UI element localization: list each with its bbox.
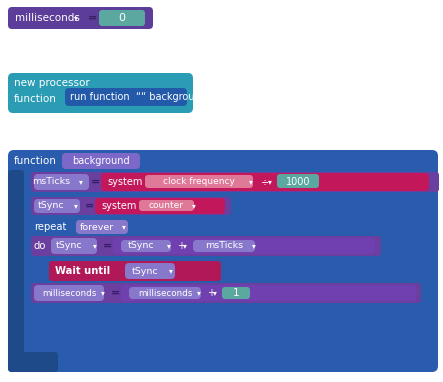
- Text: counter: counter: [148, 201, 183, 210]
- Text: =: =: [111, 288, 120, 298]
- Text: =: =: [103, 241, 112, 251]
- Text: ▾: ▾: [183, 241, 187, 251]
- FancyBboxPatch shape: [121, 240, 171, 252]
- Text: ▾: ▾: [252, 241, 256, 251]
- FancyBboxPatch shape: [49, 261, 221, 281]
- Text: +: +: [177, 241, 185, 251]
- FancyBboxPatch shape: [31, 283, 421, 303]
- Text: background: background: [72, 156, 130, 166]
- Text: ▾: ▾: [169, 267, 173, 275]
- Text: ▾: ▾: [79, 178, 83, 186]
- FancyBboxPatch shape: [31, 197, 231, 215]
- FancyBboxPatch shape: [101, 173, 429, 191]
- FancyBboxPatch shape: [76, 220, 128, 234]
- Text: ÷: ÷: [261, 177, 269, 187]
- FancyBboxPatch shape: [139, 200, 194, 211]
- Text: milliseconds: milliseconds: [138, 288, 192, 298]
- FancyBboxPatch shape: [62, 153, 140, 169]
- Text: milliseconds: milliseconds: [15, 13, 80, 23]
- Text: repeat: repeat: [34, 222, 66, 232]
- FancyBboxPatch shape: [125, 263, 175, 279]
- FancyBboxPatch shape: [113, 238, 375, 254]
- FancyBboxPatch shape: [145, 175, 253, 188]
- Text: =: =: [85, 201, 94, 211]
- Text: =: =: [88, 13, 97, 23]
- FancyBboxPatch shape: [129, 287, 201, 299]
- Text: do: do: [34, 241, 47, 251]
- Text: ▾: ▾: [197, 288, 201, 298]
- FancyBboxPatch shape: [99, 10, 145, 26]
- Text: function: function: [14, 156, 57, 166]
- FancyBboxPatch shape: [193, 240, 255, 252]
- Text: ▾: ▾: [213, 288, 217, 298]
- Text: run function  ““ background ””: run function ““ background ””: [70, 92, 220, 102]
- Text: tSync: tSync: [56, 241, 82, 251]
- FancyBboxPatch shape: [31, 236, 381, 256]
- Text: =: =: [91, 177, 100, 187]
- FancyBboxPatch shape: [65, 88, 187, 106]
- Text: tSync: tSync: [38, 201, 64, 210]
- Text: Wait until: Wait until: [55, 266, 110, 276]
- Text: system: system: [101, 201, 136, 211]
- FancyBboxPatch shape: [8, 170, 24, 362]
- FancyBboxPatch shape: [277, 174, 319, 188]
- FancyBboxPatch shape: [31, 172, 439, 192]
- Text: tSync: tSync: [128, 241, 154, 251]
- Text: function: function: [14, 94, 57, 104]
- Text: msTicks: msTicks: [205, 241, 243, 251]
- FancyBboxPatch shape: [8, 150, 438, 372]
- Text: ▾: ▾: [93, 241, 97, 251]
- Text: new processor: new processor: [14, 78, 90, 88]
- Text: tSync: tSync: [132, 267, 158, 275]
- Text: msTicks: msTicks: [32, 178, 70, 186]
- Text: 0: 0: [118, 13, 125, 23]
- FancyBboxPatch shape: [8, 7, 153, 29]
- FancyBboxPatch shape: [8, 73, 193, 113]
- FancyBboxPatch shape: [121, 285, 416, 301]
- FancyBboxPatch shape: [95, 198, 225, 214]
- Text: system: system: [107, 177, 142, 187]
- Text: ▾: ▾: [74, 13, 78, 23]
- Text: ▾: ▾: [268, 178, 272, 186]
- FancyBboxPatch shape: [34, 285, 104, 301]
- Text: milliseconds: milliseconds: [42, 288, 96, 298]
- FancyBboxPatch shape: [31, 218, 151, 236]
- Text: ▾: ▾: [74, 201, 78, 210]
- Text: forever: forever: [80, 222, 114, 231]
- Text: ▾: ▾: [249, 177, 253, 186]
- FancyBboxPatch shape: [8, 352, 58, 372]
- FancyBboxPatch shape: [34, 199, 80, 213]
- FancyBboxPatch shape: [34, 174, 89, 190]
- Text: ▾: ▾: [167, 241, 171, 251]
- Text: 1: 1: [233, 288, 239, 298]
- Text: ▾: ▾: [122, 222, 126, 231]
- Text: 1000: 1000: [286, 177, 310, 187]
- Text: clock frequency: clock frequency: [163, 177, 235, 186]
- FancyBboxPatch shape: [222, 287, 250, 299]
- Text: ▾: ▾: [101, 288, 105, 298]
- Text: ▾: ▾: [192, 201, 196, 210]
- FancyBboxPatch shape: [51, 238, 97, 254]
- Text: +: +: [207, 288, 215, 298]
